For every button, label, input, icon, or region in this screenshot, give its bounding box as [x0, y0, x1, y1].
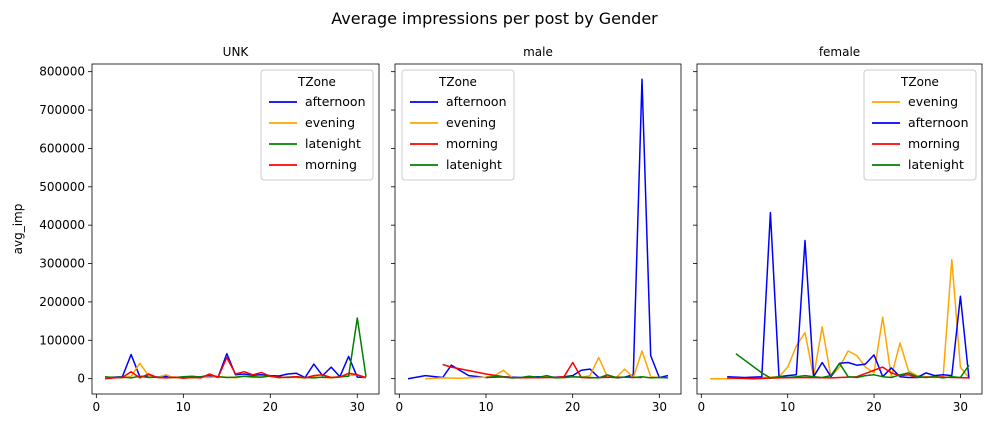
- legend-label: morning: [908, 136, 960, 151]
- legend-title: TZone: [900, 75, 939, 89]
- y-tick-label: 600000: [39, 141, 85, 155]
- axes-frame: [394, 63, 682, 395]
- series-line-evening: [710, 258, 970, 380]
- y-tick-label: 800000: [39, 65, 85, 79]
- series-line-latenight: [485, 374, 669, 379]
- legend-box: [863, 69, 977, 181]
- legend-label: evening: [908, 94, 958, 109]
- x-tick-label: 20: [866, 400, 881, 414]
- x-tick-label: 30: [652, 400, 667, 414]
- series-line-afternoon: [407, 78, 669, 380]
- x-tick-label: 10: [780, 400, 795, 414]
- legend-box: [260, 69, 374, 181]
- legend-label: morning: [305, 157, 357, 172]
- panel-male: male 0 10 20 30 TZone afternoon evening morning l…: [391, 45, 682, 414]
- y-tick-label: 200000: [39, 295, 85, 309]
- legend-label: latenight: [908, 157, 964, 172]
- panel-title: male: [523, 45, 553, 59]
- series-line-morning: [104, 356, 367, 380]
- axes-frame: [91, 63, 380, 395]
- x-tick-label: 20: [263, 400, 278, 414]
- series-group: [407, 78, 669, 380]
- x-tick-label: 0: [396, 400, 404, 414]
- legend-box: [401, 69, 515, 181]
- legend-label: morning: [446, 136, 498, 151]
- legend: TZone afternoon evening latenight morning: [260, 69, 374, 181]
- series-group: [104, 317, 367, 380]
- x-tick-label: 30: [953, 400, 968, 414]
- panel-unk: UNK 0 10 20 30 0 100000 200000 300000 400000 50000…: [11, 45, 380, 414]
- y-tick-label: 700000: [39, 103, 85, 117]
- panels: UNK 0 10 20 30 0 100000 200000 300000 400000 50000…: [11, 45, 983, 414]
- axes-frame: [696, 63, 983, 395]
- x-tick-label: 30: [350, 400, 365, 414]
- panel-title: female: [819, 45, 860, 59]
- legend-title: TZone: [297, 75, 336, 89]
- series-line-latenight: [735, 353, 970, 379]
- series-group: [710, 211, 970, 380]
- x-tick-label: 10: [478, 400, 493, 414]
- x-tick-label: 0: [93, 400, 101, 414]
- legend-label: evening: [305, 115, 355, 130]
- legend: TZone afternoon evening morning latenight: [401, 69, 515, 181]
- legend-label: afternoon: [446, 94, 507, 109]
- legend-label: afternoon: [908, 115, 969, 130]
- y-tick-label: 100000: [39, 333, 85, 347]
- x-tick-label: 10: [176, 400, 191, 414]
- y-tick-label: 500000: [39, 180, 85, 194]
- y-tick-label: 300000: [39, 257, 85, 271]
- x-tick-label: 0: [697, 400, 705, 414]
- x-tick-label: 20: [565, 400, 580, 414]
- series-line-latenight: [104, 317, 367, 379]
- figure-title: Average impressions per post by Gender: [331, 9, 658, 28]
- y-axis-label: avg_imp: [11, 204, 25, 255]
- panel-title: UNK: [223, 45, 250, 59]
- legend-title: TZone: [438, 75, 477, 89]
- panel-female: female 0 10 20 30 TZone evening afternoon mornin…: [693, 45, 983, 414]
- legend-label: evening: [446, 115, 496, 130]
- y-tick-label: 0: [77, 372, 85, 386]
- legend: TZone evening afternoon morning latenight: [863, 69, 977, 181]
- y-tick-label: 400000: [39, 218, 85, 232]
- legend-label: latenight: [446, 157, 502, 172]
- series-line-afternoon: [727, 211, 970, 379]
- legend-label: afternoon: [305, 94, 366, 109]
- legend-label: latenight: [305, 136, 361, 151]
